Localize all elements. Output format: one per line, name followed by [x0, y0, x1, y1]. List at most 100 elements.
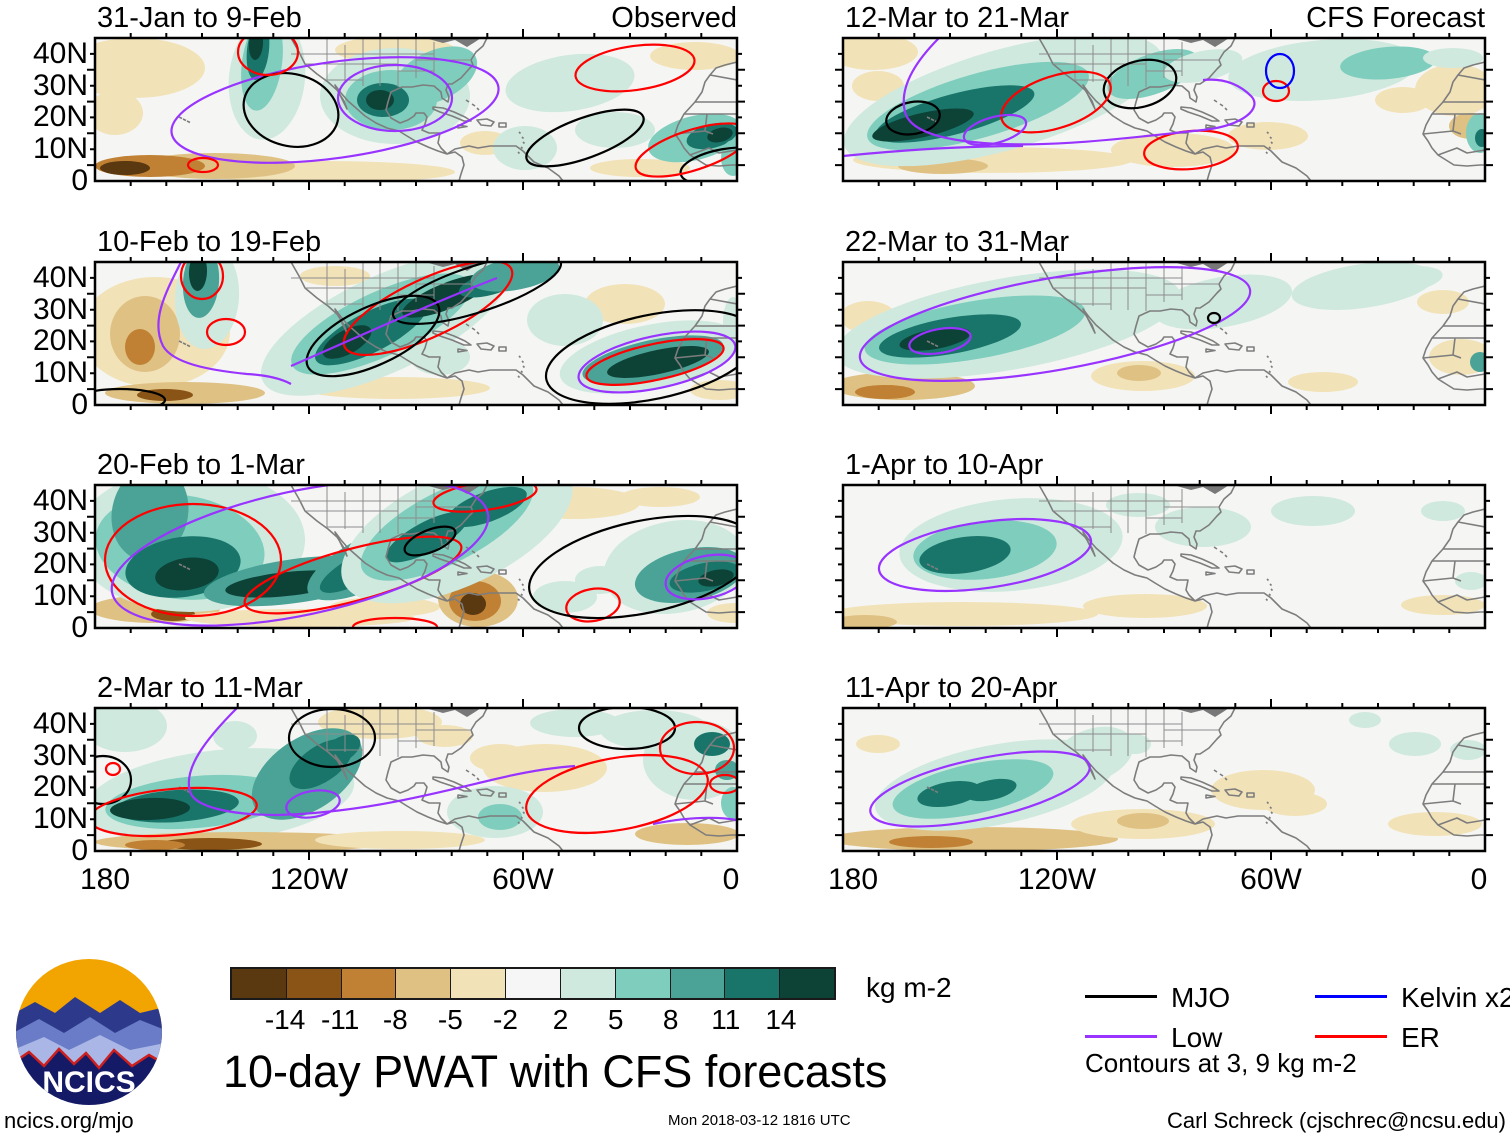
- panel-date-range: 10-Feb to 19-Feb: [97, 226, 322, 258]
- y-axis-label: 10N: [32, 356, 88, 390]
- y-axis-label: 20N: [32, 324, 88, 358]
- legend-label: ER: [1401, 1022, 1440, 1053]
- panel-date-range: 11-Apr to 20-Apr: [845, 672, 1058, 704]
- panel-date-range: 1-Apr to 10-Apr: [845, 449, 1044, 481]
- y-axis-label: 20N: [32, 100, 88, 134]
- colorbar-tick-label: 11: [711, 1004, 741, 1035]
- y-axis-label: 0: [71, 164, 88, 197]
- map-panel-forecast-1: 22-Mar to 31-Mar: [835, 226, 1493, 414]
- panel-date-range: 20-Feb to 1-Mar: [97, 449, 305, 481]
- map-panel-observed-3: 2-Mar to 11-Mar: [87, 672, 745, 860]
- x-axis-label: 0: [722, 863, 740, 896]
- colorbar-tick-label: -11: [320, 1004, 360, 1035]
- colorbar-segment: [232, 969, 287, 998]
- y-axis-label: 10N: [32, 802, 88, 836]
- footer-author: Carl Schreck (cjschrec@ncsu.edu): [1167, 1108, 1506, 1133]
- map-canvas: [87, 253, 745, 414]
- colorbar-unit: kg m-2: [866, 972, 952, 1003]
- panel-titlebar: 2-Mar to 11-Mar: [95, 672, 737, 706]
- map-canvas: [835, 253, 1493, 414]
- mjo-line-swatch: [1085, 995, 1157, 998]
- y-axis-label: 0: [71, 388, 88, 421]
- colorbar-segment: [396, 969, 452, 998]
- legend-label: MJO: [1171, 982, 1231, 1013]
- legend-label: Kelvin x2: [1401, 982, 1510, 1013]
- panel-titlebar: 10-Feb to 19-Feb: [95, 226, 737, 260]
- x-axis-label: 120W: [1017, 863, 1097, 896]
- map-panel-observed-1: 10-Feb to 19-Feb: [87, 226, 745, 414]
- y-axis-label: 40N: [32, 706, 88, 740]
- map-panel-observed-2: 20-Feb to 1-Mar: [87, 449, 745, 637]
- panel-titlebar: 31-Jan to 9-Feb Observed: [95, 2, 737, 36]
- figure-title: 10-day PWAT with CFS forecasts: [223, 1046, 888, 1097]
- panel-column-label: Observed: [611, 2, 737, 34]
- map-panel-forecast-2: 1-Apr to 10-Apr: [835, 449, 1493, 637]
- panel-titlebar: 22-Mar to 31-Mar: [843, 226, 1485, 260]
- colorbar-segment: [286, 969, 342, 998]
- colorbar-tick-label: 2: [552, 1004, 569, 1035]
- y-axis-label: 20N: [32, 547, 88, 581]
- map-canvas: [87, 29, 745, 190]
- x-axis-label: 0: [1470, 863, 1488, 896]
- panel-titlebar: 12-Mar to 21-Mar CFS Forecast: [843, 2, 1485, 36]
- y-axis-label: 10N: [32, 132, 88, 166]
- map-panel-observed-0: 31-Jan to 9-Feb Observed: [87, 2, 745, 190]
- y-axis-label: 30N: [32, 68, 88, 102]
- colorbar-segment: [506, 969, 561, 998]
- y-axis-label: 30N: [32, 292, 88, 326]
- panel-titlebar: 1-Apr to 10-Apr: [843, 449, 1485, 483]
- x-axis-label: 60W: [1240, 863, 1302, 896]
- x-axis-label: 180: [79, 863, 131, 896]
- colorbar-tick-label: -5: [437, 1004, 463, 1035]
- y-axis-label: 0: [71, 611, 88, 644]
- map-canvas: [835, 476, 1493, 637]
- y-axis-label: 30N: [32, 515, 88, 549]
- colorbar-segment: [780, 969, 834, 998]
- kelvin-line-swatch: [1315, 995, 1387, 998]
- map-panel-forecast-3: 11-Apr to 20-Apr: [835, 672, 1493, 860]
- y-axis-label: 0: [71, 834, 88, 867]
- x-axis-label: 180: [827, 863, 879, 896]
- panel-column-label: CFS Forecast: [1306, 2, 1485, 34]
- panel-titlebar: 11-Apr to 20-Apr: [843, 672, 1485, 706]
- panel-date-range: 12-Mar to 21-Mar: [845, 2, 1070, 34]
- map-canvas: [87, 699, 745, 860]
- colorbar-tick-label: 8: [662, 1004, 679, 1035]
- panel-date-range: 2-Mar to 11-Mar: [97, 672, 303, 704]
- x-axis-label: 120W: [269, 863, 349, 896]
- contour-levels-note: Contours at 3, 9 kg m-2: [1085, 1048, 1357, 1078]
- legend-label: Low: [1171, 1022, 1223, 1053]
- low-line-swatch: [1085, 1035, 1157, 1038]
- y-axis-label: 20N: [32, 770, 88, 804]
- map-canvas: [835, 699, 1493, 860]
- y-axis-label: 30N: [32, 738, 88, 772]
- y-axis-label: 40N: [32, 36, 88, 70]
- colorbar-tick-label: 14: [765, 1004, 797, 1035]
- panel-titlebar: 20-Feb to 1-Mar: [95, 449, 737, 483]
- colorbar-segment: [560, 969, 616, 998]
- y-axis-label: 40N: [32, 260, 88, 294]
- colorbar-segment: [725, 969, 781, 998]
- logo-text: NCICS: [42, 1066, 135, 1099]
- footer-timestamp: Mon 2018-03-12 1816 UTC: [668, 1112, 851, 1129]
- colorbar-segment: [615, 969, 671, 998]
- panel-date-range: 22-Mar to 31-Mar: [845, 226, 1070, 258]
- colorbar-tick-label: -14: [264, 1004, 306, 1035]
- colorbar-tick-label: -8: [382, 1004, 408, 1035]
- colorbar: [230, 967, 836, 1000]
- y-axis-label: 10N: [32, 579, 88, 613]
- map-panel-forecast-0: 12-Mar to 21-Mar CFS Forecast: [835, 2, 1493, 190]
- footer-url: ncics.org/mjo: [4, 1108, 134, 1133]
- colorbar-segment: [451, 969, 507, 998]
- er-line-swatch: [1315, 1035, 1387, 1038]
- colorbar-tick-label: 5: [607, 1004, 624, 1035]
- colorbar-tick-label: -2: [493, 1004, 518, 1035]
- y-axis-label: 40N: [32, 483, 88, 517]
- map-canvas: [835, 29, 1493, 190]
- panel-date-range: 31-Jan to 9-Feb: [97, 2, 302, 34]
- ncics-logo: NCICS: [16, 959, 162, 1105]
- colorbar-segment: [670, 969, 726, 998]
- map-canvas: [87, 476, 745, 637]
- x-axis-label: 60W: [492, 863, 554, 896]
